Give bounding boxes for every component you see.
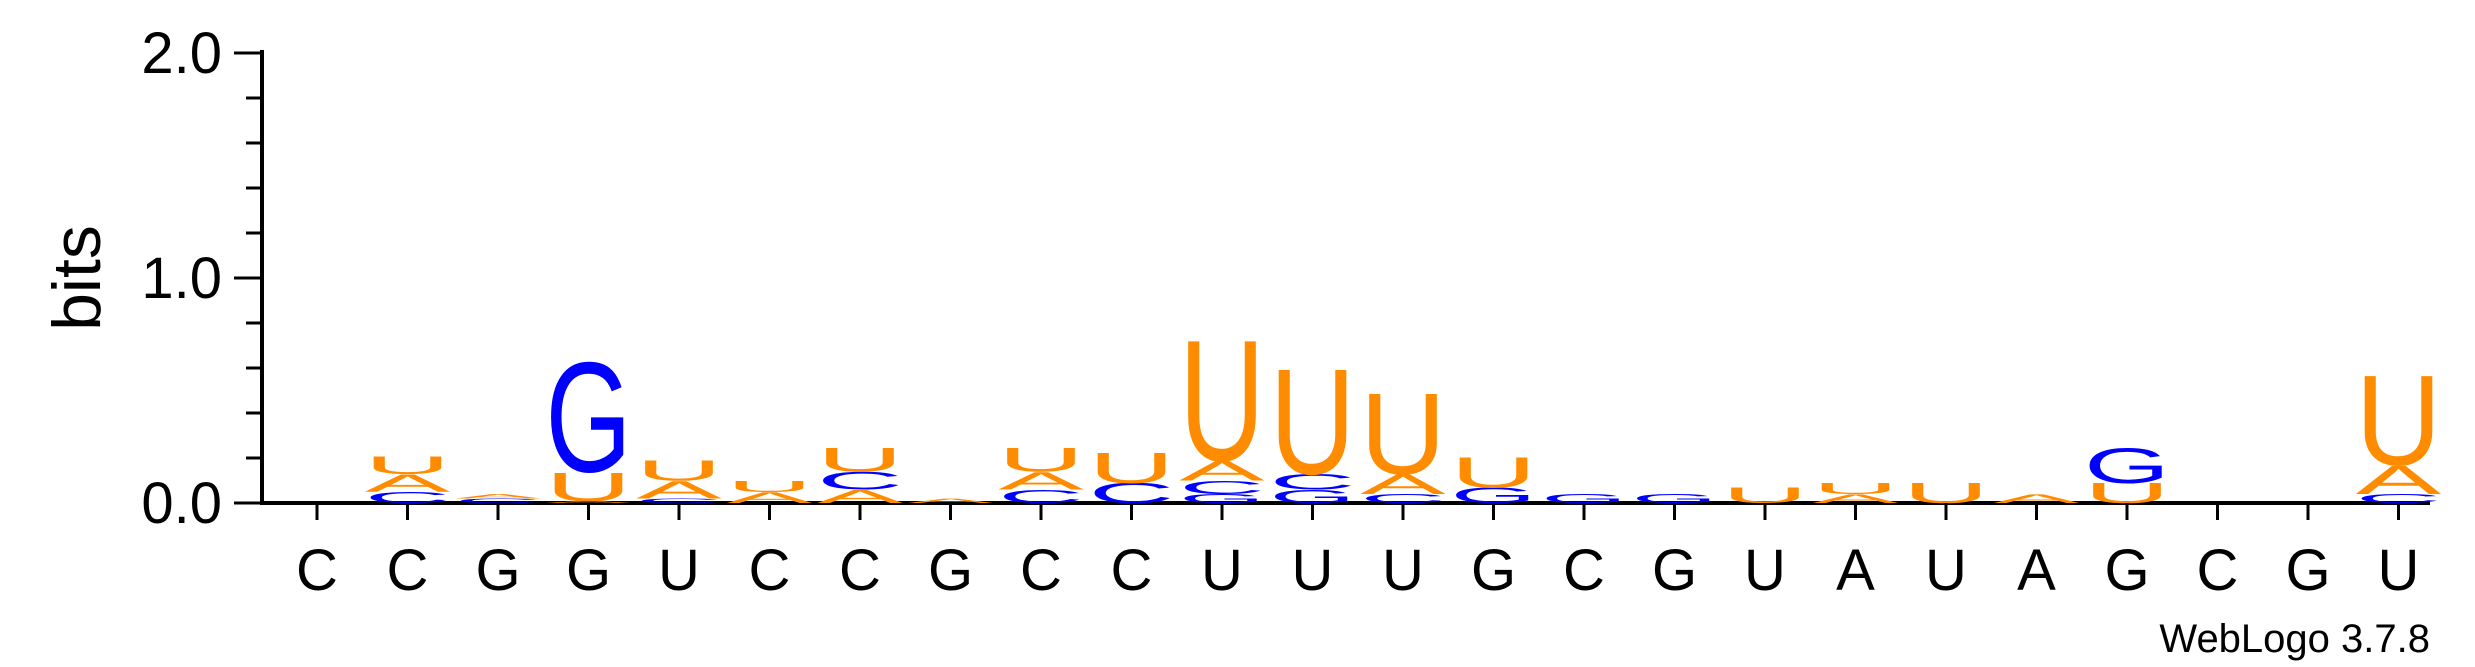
x-position-label: G	[928, 538, 973, 603]
logo-letter-C: C	[636, 497, 722, 504]
x-position-label: A	[2017, 538, 2056, 603]
logo-letter-C: C	[2356, 492, 2442, 506]
logo-letter-U: U	[636, 455, 722, 486]
logo-letter-G: G	[1270, 486, 1356, 507]
logo-letter-A: A	[817, 486, 903, 507]
logo-letter-U: U	[1451, 448, 1537, 497]
x-position-label: G	[2285, 538, 2330, 603]
x-position-label: G	[1471, 538, 1516, 603]
logo-letter-U: U	[1813, 480, 1899, 498]
logo-letter-A: A	[908, 497, 994, 504]
logo-letter-A: A	[455, 493, 541, 500]
logo-letter-C: C	[1270, 470, 1356, 495]
x-position-label: C	[2197, 538, 2239, 603]
logo-letter-A: A	[636, 476, 722, 504]
logo-letter-C: C	[1360, 492, 1446, 506]
logo-letter-C: C	[817, 467, 903, 495]
logo-letter-U: U	[727, 478, 813, 496]
logo-letter-A: A	[1994, 492, 2080, 506]
logo-letter-U: U	[1270, 337, 1356, 506]
weblogo-credit: WebLogo 3.7.8	[2159, 617, 2430, 661]
x-position-label: U	[2378, 538, 2420, 603]
logo-letter-C: C	[455, 497, 541, 504]
x-position-label: A	[1836, 538, 1875, 603]
x-position-label: U	[1744, 538, 1786, 603]
logo-letter-A: A	[1360, 468, 1446, 500]
x-position-label: U	[658, 538, 700, 603]
x-position-label: U	[1382, 538, 1424, 603]
x-position-label: C	[1563, 538, 1605, 603]
x-position-label: U	[1292, 538, 1334, 603]
logo-letter-G: G	[1541, 492, 1627, 506]
logo-letter-A: A	[1813, 492, 1899, 506]
y-axis-title: bits	[39, 225, 115, 331]
x-position-label: C	[839, 538, 881, 603]
x-position-label: C	[387, 538, 429, 603]
x-position-label: U	[1925, 538, 1967, 603]
y-ticks: 0.0 1.0 2.0	[141, 21, 262, 536]
logo-letter-U: U	[998, 440, 1084, 479]
logo-letter-U: U	[1089, 444, 1175, 493]
x-position-label: G	[475, 538, 520, 603]
logo-letter-U: U	[365, 451, 451, 479]
logo-letter-A: A	[1179, 455, 1265, 487]
logo-letter-U: U	[545, 464, 631, 510]
x-position-label: C	[749, 538, 791, 603]
x-position-label: C	[1020, 538, 1062, 603]
logo-letter-G: G	[2084, 438, 2170, 494]
x-position-label: G	[1652, 538, 1697, 603]
y-tick-label: 2.0	[141, 21, 222, 86]
x-position-label: G	[566, 538, 611, 603]
logo-letter-U: U	[817, 440, 903, 479]
logo-letter-U: U	[1360, 368, 1446, 498]
y-tick-label: 1.0	[141, 246, 222, 311]
logo-letter-A: A	[546, 500, 632, 503]
logo-letter-A: A	[365, 469, 451, 497]
logo-letter-G: G	[1632, 492, 1718, 506]
logo-letter-C: C	[365, 489, 451, 507]
x-position-label: U	[1201, 538, 1243, 603]
logo-letter-G: G	[1179, 492, 1265, 506]
logo-letter-U: U	[1179, 305, 1265, 497]
logo-letter-A: A	[727, 489, 813, 507]
logo-letter-A: A	[998, 467, 1084, 495]
logo-letter-C: C	[1179, 477, 1265, 498]
x-position-label: C	[296, 538, 338, 603]
logo-letter-A: A	[2356, 458, 2442, 503]
x-position-label: G	[2104, 538, 2149, 603]
logo-letter-C: C	[998, 486, 1084, 507]
x-position-label: C	[1111, 538, 1153, 603]
y-tick-label: 0.0	[141, 471, 222, 536]
axes: bits WebLogo 3.7.8	[39, 50, 2430, 661]
logo-letter-U: U	[2355, 349, 2441, 492]
logo-letter-G: G	[546, 329, 632, 505]
